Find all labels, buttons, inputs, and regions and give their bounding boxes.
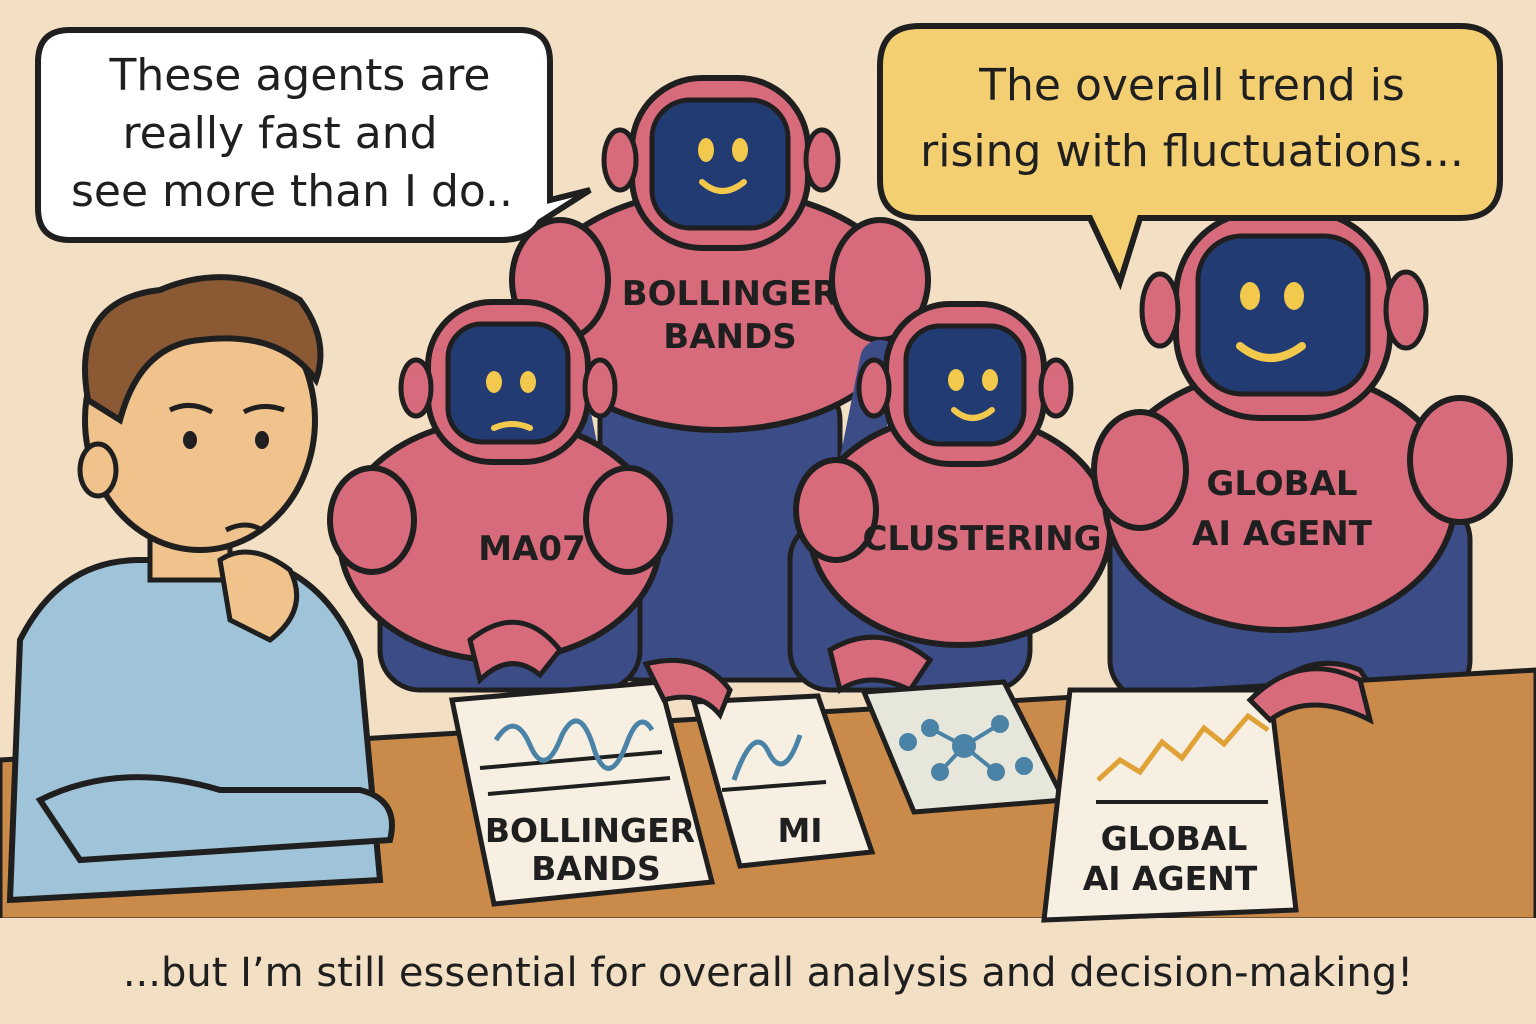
human-mouth xyxy=(224,522,264,533)
robot-hand-bollinger xyxy=(642,657,733,720)
card-bollinger-label-line1: BOLLINGER xyxy=(485,811,695,850)
robot-global: GLOBAL AI AGENT xyxy=(1091,209,1513,714)
bollinger-wave-line xyxy=(493,718,655,771)
human-hand xyxy=(217,549,300,643)
robot-global-label-line1: GLOBAL xyxy=(1206,464,1357,504)
card-bollinger-label-line2: BANDS xyxy=(531,849,660,888)
robot-ma07: MA07 xyxy=(327,299,673,693)
speech-bubble-left: These agents are really fast and see mor… xyxy=(35,27,592,243)
card-mi-label: MI xyxy=(777,811,822,850)
robot-global-label-line2: AI AGENT xyxy=(1192,514,1373,554)
robot-bollinger-label-line2: BANDS xyxy=(663,317,796,357)
card-mi: MI xyxy=(690,693,876,869)
bubble-right-line1: The overall trend is xyxy=(978,60,1405,111)
robot-hand-global xyxy=(1246,666,1374,725)
card-global-label-line1: GLOBAL xyxy=(1101,819,1248,858)
robot-clustering: CLUSTERING xyxy=(787,301,1113,695)
bubble-left-line1: These agents are xyxy=(109,50,491,101)
robot-ma07-label: MA07 xyxy=(478,529,585,569)
card-bollinger: BOLLINGER BANDS xyxy=(448,679,716,907)
mi-curve-line xyxy=(731,734,803,781)
caption-band xyxy=(0,918,1536,1024)
trend-line xyxy=(1096,712,1270,782)
caption: ...but I’m still essential for overall a… xyxy=(123,950,1413,996)
human-thinking xyxy=(6,274,395,904)
cluster-network-icon xyxy=(899,715,1033,781)
card-global: GLOBAL AI AGENT xyxy=(1041,687,1299,923)
bubble-left-line3: see more than I do.. xyxy=(71,166,513,217)
human-eye-left xyxy=(183,431,197,449)
robot-bollinger-label-line1: BOLLINGER xyxy=(622,274,839,314)
bubble-left-line2: really fast and xyxy=(122,108,437,159)
human-hair xyxy=(82,274,324,425)
human-eye-right xyxy=(255,431,269,449)
speech-bubble-right: The overall trend is rising with fluctua… xyxy=(877,23,1503,291)
card-clustering xyxy=(860,679,1068,815)
human-ear xyxy=(77,441,119,499)
robot-clustering-label: CLUSTERING xyxy=(862,519,1101,559)
bubble-right-line2: rising with fluctuations... xyxy=(920,126,1464,177)
card-global-label-line2: AI AGENT xyxy=(1083,859,1258,898)
human-arm xyxy=(35,774,395,864)
